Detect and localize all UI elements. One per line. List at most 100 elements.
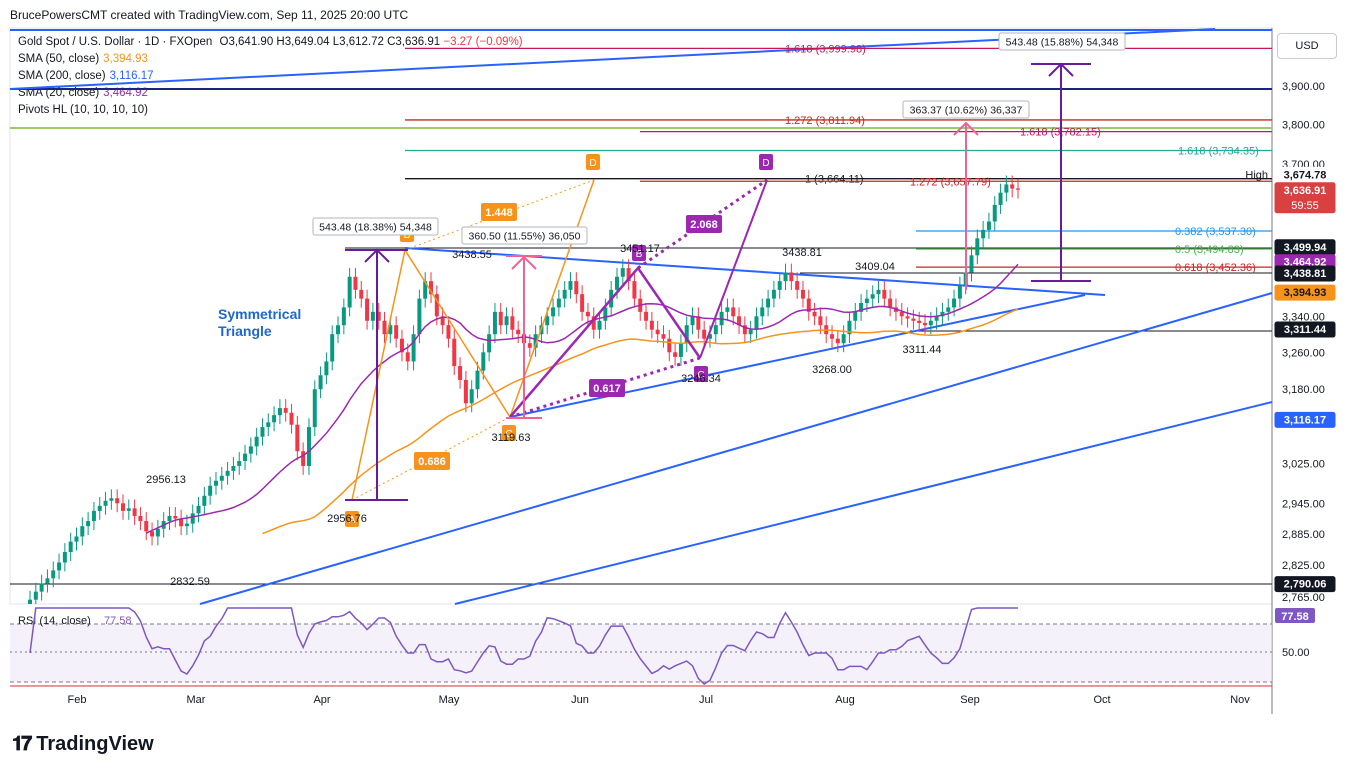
price-axis-label-bg — [1274, 182, 1336, 214]
legend-sma50[interactable]: SMA (50, close) 3,394.93 — [18, 51, 523, 68]
x-tick-label: Mar — [187, 694, 206, 706]
ratio-badge-label: 2.068 — [690, 219, 718, 231]
symbol-line[interactable]: Gold Spot / U.S. Dollar · 1D · FXOpen O3… — [18, 34, 523, 51]
candle-body — [992, 204, 997, 222]
candle-body — [254, 436, 259, 447]
candle-body — [870, 294, 875, 299]
fib-level-label: 0.382 (3,537.30) — [1175, 226, 1256, 238]
x-tick-label: May — [439, 694, 460, 706]
price-axis-label-bg — [1274, 411, 1336, 428]
price-axis-label: 3,438.81 — [1284, 268, 1327, 280]
candle-body — [998, 192, 1003, 205]
candle-body — [981, 229, 986, 239]
candle-body — [33, 591, 38, 600]
triangle-lower-line — [509, 294, 1086, 418]
chart-attribution: BrucePowersCMT created with TradingView.… — [10, 8, 409, 22]
fib-level-label: 1.272 (3,657.79) — [910, 176, 991, 188]
candle-body — [917, 320, 922, 323]
candle-body — [551, 307, 556, 317]
abcd-point-label: C — [697, 370, 704, 381]
price-axis-label: 3,116.17 — [1284, 414, 1326, 426]
currency-selector[interactable]: USD — [1277, 33, 1337, 59]
price-axis-label: 3,394.93 — [1284, 287, 1327, 299]
y-tick-label: 3,260.00 — [1282, 347, 1325, 359]
candle-body — [417, 298, 422, 335]
y-tick-label: 3,340.00 — [1282, 311, 1325, 323]
candle-body — [655, 329, 660, 335]
tradingview-brand[interactable]: 𝟏𝟕 TradingView — [12, 733, 154, 756]
abcd-point-label: B — [636, 249, 643, 260]
channel-mid-line — [199, 292, 1273, 605]
candle-body — [266, 422, 271, 428]
pivot-value-label: 2832.59 — [170, 576, 210, 588]
sma50-value: 3,394.93 — [103, 53, 148, 65]
candle-body — [574, 281, 579, 295]
abcd-point-marker — [502, 425, 516, 441]
x-tick-label: Jun — [571, 694, 589, 706]
candle-body — [649, 320, 654, 330]
candle-body — [213, 480, 218, 486]
y-tick-label: 3,800.00 — [1282, 120, 1325, 132]
legend-pivots[interactable]: Pivots HL (10, 10, 10, 10) — [18, 102, 523, 119]
x-tick-label: Apr — [313, 694, 330, 706]
indicator-legend: Gold Spot / U.S. Dollar · 1D · FXOpen O3… — [18, 34, 523, 119]
price-axis-label-bg — [1274, 284, 1336, 301]
candle-body — [806, 298, 811, 312]
fib-level-label: 0.5 (3,494.83) — [1175, 244, 1244, 256]
candle-body — [173, 515, 178, 519]
candle-body — [469, 389, 474, 404]
candle-body — [306, 427, 311, 466]
x-tick-label: Nov — [1230, 694, 1250, 706]
candle-body — [51, 570, 56, 579]
ohlc-high: H3,649.04 — [276, 36, 330, 48]
measure-label: 360.50 (11.55%) 36,050 — [469, 231, 581, 243]
candle-body — [423, 281, 428, 299]
candle-body — [62, 552, 67, 563]
abcd-purple-cd-leg — [699, 179, 768, 359]
candle-body — [748, 329, 753, 335]
candle-body — [818, 316, 823, 326]
candle-body — [1004, 184, 1009, 193]
legend-sma200[interactable]: SMA (200, close) 3,116.17 — [18, 68, 523, 85]
candle-body — [923, 322, 928, 326]
candle-body — [144, 521, 149, 532]
candle-body — [91, 510, 96, 522]
price-axis-label: 2,790.06 — [1284, 579, 1327, 591]
measure-arrow-3-head — [953, 121, 979, 136]
candle-body — [731, 307, 736, 317]
candle-body — [341, 307, 346, 326]
candle-body — [777, 281, 782, 290]
candle-body — [318, 375, 323, 390]
ohlc-open: O3,641.90 — [219, 36, 274, 48]
candle-body — [957, 285, 962, 299]
candle-body — [725, 307, 730, 312]
candle-body — [399, 338, 404, 353]
candle-body — [487, 334, 492, 353]
candle-body — [272, 415, 277, 423]
candle-body — [975, 238, 980, 256]
candle-body — [742, 325, 747, 335]
abcd-point-marker — [345, 511, 359, 527]
candle-body — [800, 289, 805, 299]
candle-body — [388, 325, 393, 335]
candle-body — [516, 329, 521, 335]
candle-body — [713, 325, 718, 335]
ratio-badge-label: 0.617 — [593, 383, 621, 395]
candle-body — [324, 361, 329, 376]
candle-body — [452, 338, 457, 367]
sma200-value: 3,116.17 — [109, 70, 154, 82]
price-axis-label-bg — [1274, 576, 1336, 593]
bar-countdown-label: 59:55 — [1291, 200, 1319, 212]
ratio-badge — [686, 215, 722, 233]
candle-body — [1010, 184, 1015, 189]
candle-body — [783, 272, 788, 282]
candle-body — [946, 307, 951, 312]
pivot-value-label: 3311.44 — [903, 344, 942, 356]
ratio-badge — [589, 379, 625, 397]
candle-body — [510, 316, 515, 330]
symbol-name[interactable]: Gold Spot / U.S. Dollar · 1D · FXOpen — [18, 36, 213, 48]
candle-body — [475, 370, 480, 390]
candle-body — [952, 298, 957, 308]
pivot-value-label: 2956.76 — [327, 513, 367, 525]
